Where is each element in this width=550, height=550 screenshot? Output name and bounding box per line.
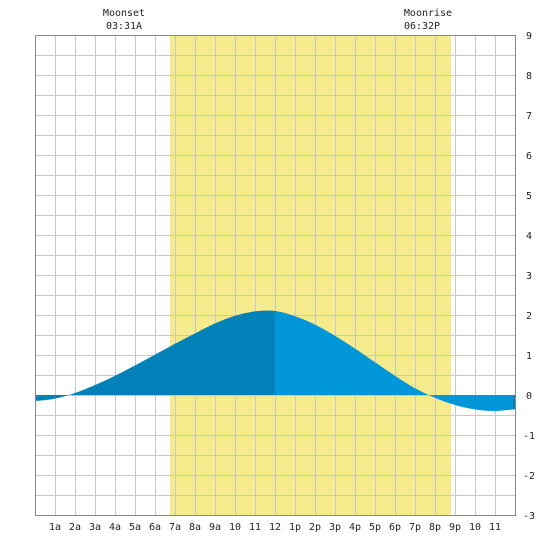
x-tick-label: 6p: [389, 522, 401, 533]
tide-area-layer: [35, 310, 515, 411]
tide-area-falling: [275, 311, 513, 411]
moonrise-time: 06:32P: [404, 21, 440, 32]
y-tick-label: 9: [526, 31, 532, 42]
y-tick-label: 7: [526, 111, 532, 122]
y-tick-label: 1: [526, 351, 532, 362]
x-tick-label: 9a: [209, 522, 221, 533]
tide-area-rising: [35, 310, 275, 401]
x-tick-label: 3a: [89, 522, 101, 533]
x-tick-label: 4p: [349, 522, 361, 533]
tide-area-rising-late: [513, 395, 515, 410]
x-tick-label: 2a: [69, 522, 81, 533]
moonset-time: 03:31A: [106, 21, 142, 32]
y-tick-label: 8: [526, 71, 532, 82]
x-tick-label: 8p: [429, 522, 441, 533]
y-tick-label: 5: [526, 191, 532, 202]
y-tick-label: -3: [523, 511, 535, 522]
x-axis-labels: 1a 2a 3a 4a 5a 6a 7a 8a 9a 10 11 12 1p 2p 3p 4p 5p 6p 7p 8p…: [49, 522, 501, 533]
y-axis-labels: -3 -2 -1 0 1 2 3 4 5 6 7 8 9: [523, 31, 535, 522]
x-tick-label: 2p: [309, 522, 321, 533]
x-tick-label: 11: [249, 522, 261, 533]
y-tick-label: 6: [526, 151, 532, 162]
y-tick-label: 0: [526, 391, 532, 402]
x-tick-label: 4a: [109, 522, 121, 533]
plot-frame: [35, 35, 516, 516]
y-tick-label: 2: [526, 311, 532, 322]
y-tick-label: 3: [526, 271, 532, 282]
x-tick-label: 9p: [449, 522, 461, 533]
x-tick-label: 10: [229, 522, 241, 533]
x-tick-label: 12: [269, 522, 281, 533]
x-tick-label: 8a: [189, 522, 201, 533]
grid-layer: [35, 35, 515, 515]
x-tick-label: 3p: [329, 522, 341, 533]
x-tick-label: 5a: [129, 522, 141, 533]
x-tick-label: 1a: [49, 522, 61, 533]
moonset-label: Moonset: [103, 8, 145, 19]
x-tick-label: 11: [489, 522, 501, 533]
moonrise-label: Moonrise: [404, 8, 452, 19]
x-tick-label: 7p: [409, 522, 421, 533]
x-tick-label: 5p: [369, 522, 381, 533]
x-tick-label: 1p: [289, 522, 301, 533]
y-tick-label: -2: [523, 471, 535, 482]
x-tick-label: 6a: [149, 522, 161, 533]
y-tick-label: -1: [523, 431, 535, 442]
x-tick-label: 10: [469, 522, 481, 533]
x-tick-label: 7a: [169, 522, 181, 533]
y-tick-label: 4: [526, 231, 532, 242]
